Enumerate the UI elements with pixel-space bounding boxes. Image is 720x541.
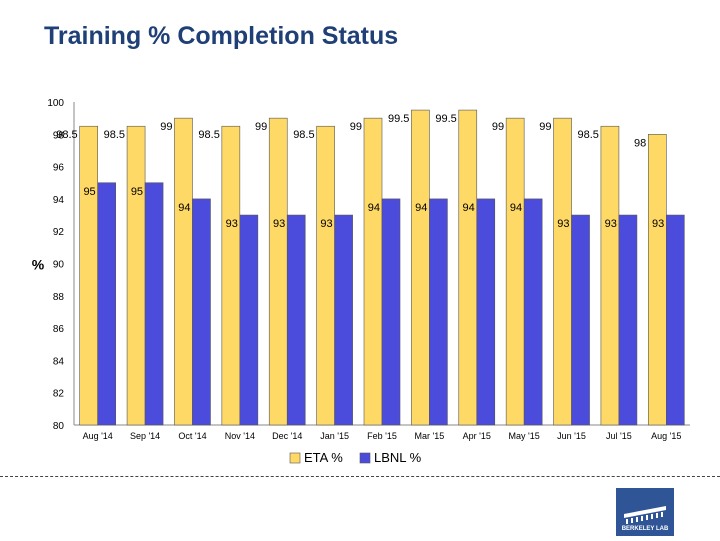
bar-eta [648, 134, 667, 426]
data-label-lbnl: 94 [463, 202, 475, 214]
logo-text: BERKELEY LAB [621, 526, 669, 532]
bar-lbnl [429, 198, 448, 426]
logo-building-icon [624, 506, 666, 524]
x-tick-label: Aug '14 [83, 431, 113, 441]
bar-eta [553, 117, 572, 426]
x-tick-label: Jun '15 [557, 431, 586, 441]
y-tick-label: 82 [53, 389, 65, 400]
data-label-eta: 99 [492, 121, 504, 133]
data-label-eta: 98 [634, 137, 646, 149]
x-tick-label: Oct '14 [178, 431, 206, 441]
bar-eta [126, 125, 146, 426]
bar-lbnl [192, 198, 211, 426]
bar-lbnl [144, 182, 164, 426]
x-tick-label: Aug '15 [651, 431, 681, 441]
data-label-lbnl: 94 [510, 202, 522, 214]
x-tick-label: Mar '15 [415, 431, 445, 441]
y-tick-label: 86 [53, 324, 65, 335]
bar-eta [363, 117, 383, 426]
data-label-eta: 99.5 [388, 113, 409, 125]
data-label-lbnl: 94 [368, 202, 380, 214]
y-tick-label: 88 [53, 292, 65, 303]
bar-eta [316, 125, 335, 426]
y-tick-label: 100 [47, 98, 64, 109]
bar-chart: 80 82 84 86 88 90 92 94 96 98 100% 98.5 95 Aug '14 98.… [32, 98, 690, 465]
data-label-eta: 98.5 [293, 129, 314, 141]
y-tick-label: 92 [53, 227, 65, 238]
data-label-lbnl: 93 [557, 218, 569, 230]
x-tick-label: Apr '15 [463, 431, 491, 441]
data-label-eta: 99 [350, 121, 362, 133]
bar-lbnl [666, 214, 685, 426]
bar-eta [79, 125, 98, 426]
bar-eta [600, 125, 620, 426]
data-label-lbnl: 93 [226, 218, 238, 230]
legend-swatch [289, 452, 301, 464]
bar-lbnl [618, 214, 638, 426]
y-tick-label: 80 [53, 421, 65, 432]
data-label-eta: 98.5 [198, 129, 219, 141]
data-label-lbnl: 93 [652, 218, 664, 230]
data-label-lbnl: 93 [320, 218, 332, 230]
data-label-lbnl: 93 [273, 218, 285, 230]
data-label-lbnl: 94 [178, 202, 190, 214]
y-tick-label: 96 [53, 163, 65, 174]
x-tick-label: Jan '15 [320, 431, 349, 441]
bar-eta [221, 125, 241, 426]
divider [0, 476, 720, 477]
legend-label: ETA % [304, 450, 343, 465]
bar-eta [411, 109, 430, 426]
bar-lbnl [523, 198, 543, 426]
bar-lbnl [239, 214, 259, 426]
chart-title: Training % Completion Status [44, 22, 399, 50]
data-label-lbnl: 94 [415, 202, 427, 214]
y-tick-label: 90 [53, 260, 65, 271]
bar-lbnl [476, 198, 496, 426]
data-label-eta: 99 [539, 121, 551, 133]
legend-swatch [359, 452, 371, 464]
x-tick-label: May '15 [509, 431, 540, 441]
data-label-lbnl: 95 [131, 186, 143, 198]
bar-lbnl [286, 214, 306, 426]
x-tick-label: Feb '15 [367, 431, 397, 441]
x-tick-label: Jul '15 [606, 431, 632, 441]
y-tick-label: 98 [53, 130, 65, 141]
legend-label: LBNL % [374, 450, 422, 465]
y-axis-label: % [32, 257, 45, 273]
data-label-lbnl: 93 [605, 218, 617, 230]
bar-eta [174, 117, 193, 426]
data-label-eta: 99.5 [435, 113, 456, 125]
x-tick-label: Dec '14 [272, 431, 302, 441]
bar-eta [505, 117, 525, 426]
bar-eta [268, 117, 288, 426]
bar-lbnl [381, 198, 401, 426]
y-tick-label: 94 [53, 195, 65, 206]
berkeley-lab-logo: BERKELEY LAB [616, 488, 674, 536]
data-label-lbnl: 95 [83, 186, 95, 198]
bar-lbnl [571, 214, 590, 426]
data-label-eta: 98.5 [56, 129, 77, 141]
bar-lbnl [334, 214, 353, 426]
data-label-eta: 98.5 [104, 129, 125, 141]
bar-eta [458, 109, 478, 426]
x-tick-label: Sep '14 [130, 431, 160, 441]
x-tick-label: Nov '14 [225, 431, 255, 441]
bar-lbnl [97, 182, 116, 426]
data-label-eta: 99 [160, 121, 172, 133]
y-tick-label: 84 [53, 356, 65, 367]
data-label-eta: 99 [255, 121, 267, 133]
data-label-eta: 98.5 [578, 129, 599, 141]
